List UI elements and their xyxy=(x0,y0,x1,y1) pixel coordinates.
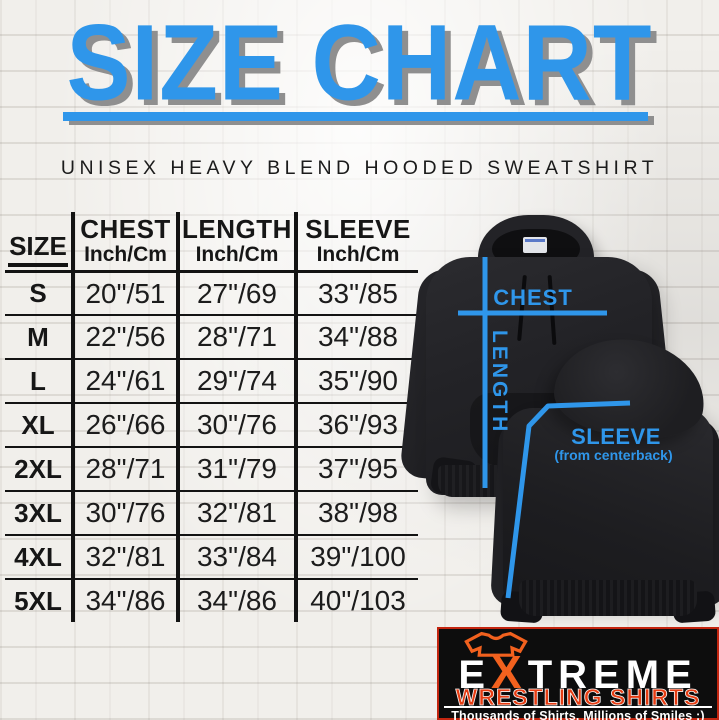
size-cell: M xyxy=(5,314,71,358)
chest-unit-label: Inch/Cm xyxy=(84,243,167,266)
sleeve-cell: 37"/95 xyxy=(294,446,418,490)
sleeve-cell: 34"/88 xyxy=(294,314,418,358)
size-cell: 2XL xyxy=(5,446,71,490)
brand-letter-e: E xyxy=(458,653,491,697)
tshirt-icon xyxy=(464,631,528,657)
size-cell: S xyxy=(5,270,71,314)
length-cell: 32"/81 xyxy=(176,490,294,534)
chest-cell: 34"/86 xyxy=(71,578,176,622)
size-cell: 5XL xyxy=(5,578,71,622)
brand-letter-x: X xyxy=(491,646,528,698)
hoodie-back-hem xyxy=(519,580,697,616)
measurement-lines-overlay xyxy=(458,257,631,599)
chest-cell: 20"/51 xyxy=(71,270,176,314)
sleeve-cell: 33"/85 xyxy=(294,270,418,314)
chest-cell: 30"/76 xyxy=(71,490,176,534)
size-cell: L xyxy=(5,358,71,402)
length-cell: 28"/71 xyxy=(176,314,294,358)
length-cell: 34"/86 xyxy=(176,578,294,622)
sleeve-unit-label: Inch/Cm xyxy=(316,243,400,266)
chest-column-header: CHEST Inch/Cm xyxy=(71,212,176,270)
hoodie-neck-tag-stripe xyxy=(525,239,545,242)
length-unit-label: Inch/Cm xyxy=(195,243,279,266)
chest-header-label: CHEST xyxy=(80,213,171,244)
length-column-header: LENGTH Inch/Cm xyxy=(176,212,294,270)
length-header-label: LENGTH xyxy=(182,213,292,244)
chest-cell: 32"/81 xyxy=(71,534,176,578)
chest-measure-label: CHEST xyxy=(493,285,573,310)
chest-cell: 24"/61 xyxy=(71,358,176,402)
size-cell: 3XL xyxy=(5,490,71,534)
brand-tagline: Thousands of Shirts. Millions of Smiles … xyxy=(451,709,705,720)
hoodie-back-body xyxy=(503,408,713,602)
length-cell: 30"/76 xyxy=(176,402,294,446)
page-title: SIZE CHART xyxy=(66,3,653,124)
sleeve-measure-label: SLEEVE xyxy=(571,424,661,449)
page-subtitle: UNISEX HEAVY BLEND HOODED SWEATSHIRT xyxy=(60,157,659,179)
size-cell: 4XL xyxy=(5,534,71,578)
chest-cell: 26"/66 xyxy=(71,402,176,446)
chest-cell: 22"/56 xyxy=(71,314,176,358)
sleeve-header-label: SLEEVE xyxy=(305,213,411,244)
sleeve-cell: 35"/90 xyxy=(294,358,418,402)
length-cell: 33"/84 xyxy=(176,534,294,578)
hoodie-neck-tag xyxy=(523,237,547,253)
title-underline xyxy=(63,112,648,121)
size-header-label: SIZE xyxy=(8,231,68,267)
length-cell: 29"/74 xyxy=(176,358,294,402)
brand-name-rest: TREME xyxy=(527,653,698,697)
hoodie-back-photo xyxy=(490,332,719,630)
sleeve-column-header: SLEEVE Inch/Cm xyxy=(294,212,418,270)
brand-subname: WRESTLING SHIRTS xyxy=(455,684,701,710)
sleeve-cell: 39"/100 xyxy=(294,534,418,578)
length-measure-label: LENGTH xyxy=(488,330,511,435)
size-column-header: SIZE xyxy=(5,212,71,270)
size-table: SIZE CHEST Inch/Cm LENGTH Inch/Cm SLEEVE… xyxy=(5,212,418,622)
sleeve-measure-line xyxy=(505,400,631,599)
logo-divider xyxy=(444,706,712,708)
chest-cell: 28"/71 xyxy=(71,446,176,490)
size-cell: XL xyxy=(5,402,71,446)
brand-name: EXTREME xyxy=(439,649,717,695)
sleeve-cell: 36"/93 xyxy=(294,402,418,446)
sleeve-measure-sublabel: (from centerback) xyxy=(554,447,673,463)
length-cell: 27"/69 xyxy=(176,270,294,314)
length-cell: 31"/79 xyxy=(176,446,294,490)
sleeve-cell: 38"/98 xyxy=(294,490,418,534)
brand-logo: EXTREME WRESTLING SHIRTS Thousands of Sh… xyxy=(437,627,719,720)
sleeve-cell: 40"/103 xyxy=(294,578,418,622)
